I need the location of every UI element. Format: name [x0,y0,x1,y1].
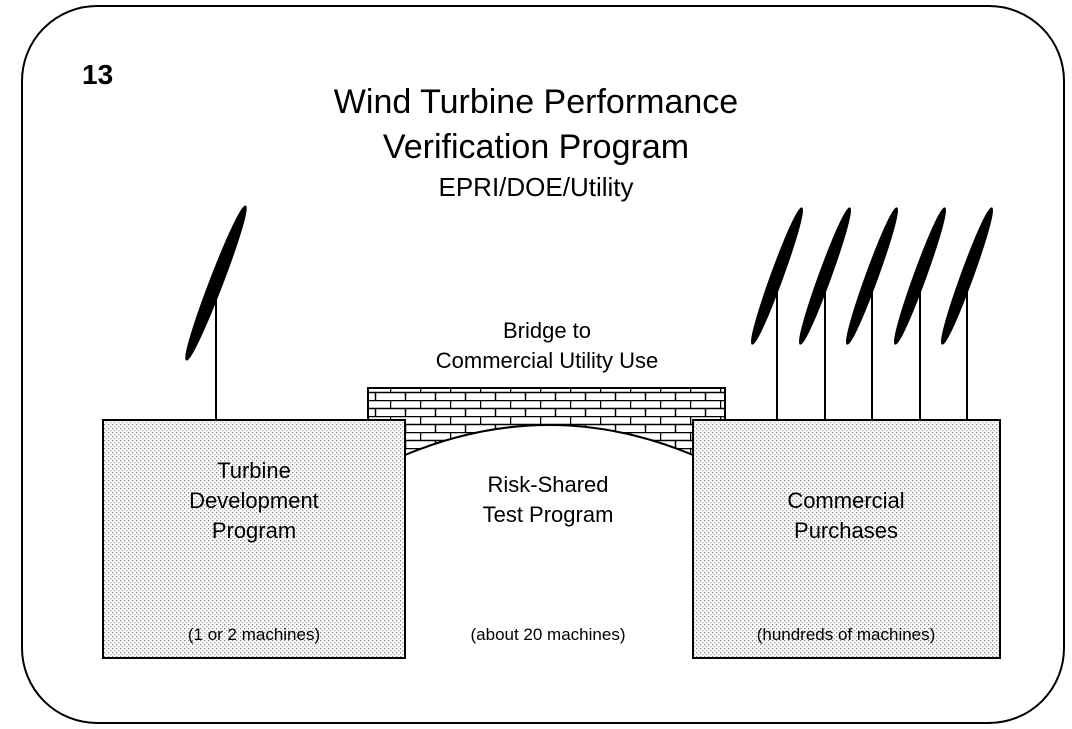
stage-label: Development [189,488,319,513]
title: Wind Turbine Performance [334,83,738,121]
bridge-label: Commercial Utility Use [436,348,658,373]
stage-label: Purchases [794,518,898,543]
bridge-label: Bridge to [503,318,591,343]
slide-number: 13 [82,59,113,90]
stage-label: Commercial [787,488,904,513]
stage-note: (about 20 machines) [471,625,626,644]
turbines [180,203,998,420]
stage-box [102,419,406,659]
title: Verification Program [383,128,689,166]
stage-note: (hundreds of machines) [757,625,936,644]
subtitle: EPRI/DOE/Utility [438,172,633,202]
stage-label: Turbine [217,458,291,483]
stage-label: Test Program [483,502,614,527]
slide-border [21,5,1065,724]
stage-label: Risk-Shared [487,472,608,497]
stage-box [692,419,1001,659]
bridge [367,387,726,457]
stage-note: (1 or 2 machines) [188,625,320,644]
stage-label: Program [212,518,296,543]
